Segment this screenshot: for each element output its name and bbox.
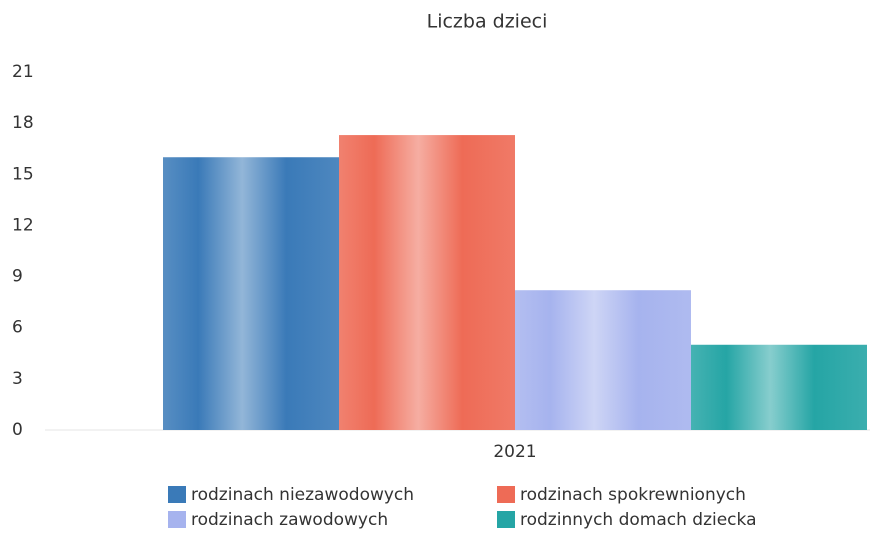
y-tick-label: 6	[12, 318, 23, 338]
chart-title: Liczba dzieci	[427, 11, 548, 33]
x-tick-label: 2021	[493, 442, 536, 462]
legend-label: rodzinnych domach dziecka	[520, 510, 757, 530]
y-tick-label: 15	[12, 164, 34, 184]
y-tick-label: 18	[12, 113, 34, 133]
legend-swatch	[497, 486, 515, 503]
bar	[163, 157, 339, 430]
legend-label: rodzinach zawodowych	[191, 510, 388, 530]
y-tick-label: 12	[12, 215, 34, 235]
y-tick-label: 9	[12, 267, 23, 287]
bar	[691, 344, 867, 430]
bar	[515, 290, 691, 430]
bar	[339, 135, 515, 431]
legend-label: rodzinach niezawodowych	[191, 485, 414, 505]
legend-swatch	[168, 511, 186, 528]
legend-swatch	[168, 486, 186, 503]
y-tick-label: 3	[12, 369, 23, 389]
y-tick-label: 0	[12, 420, 23, 440]
legend-label: rodzinach spokrewnionych	[520, 485, 746, 505]
legend-swatch	[497, 511, 515, 528]
y-tick-label: 21	[12, 62, 34, 82]
